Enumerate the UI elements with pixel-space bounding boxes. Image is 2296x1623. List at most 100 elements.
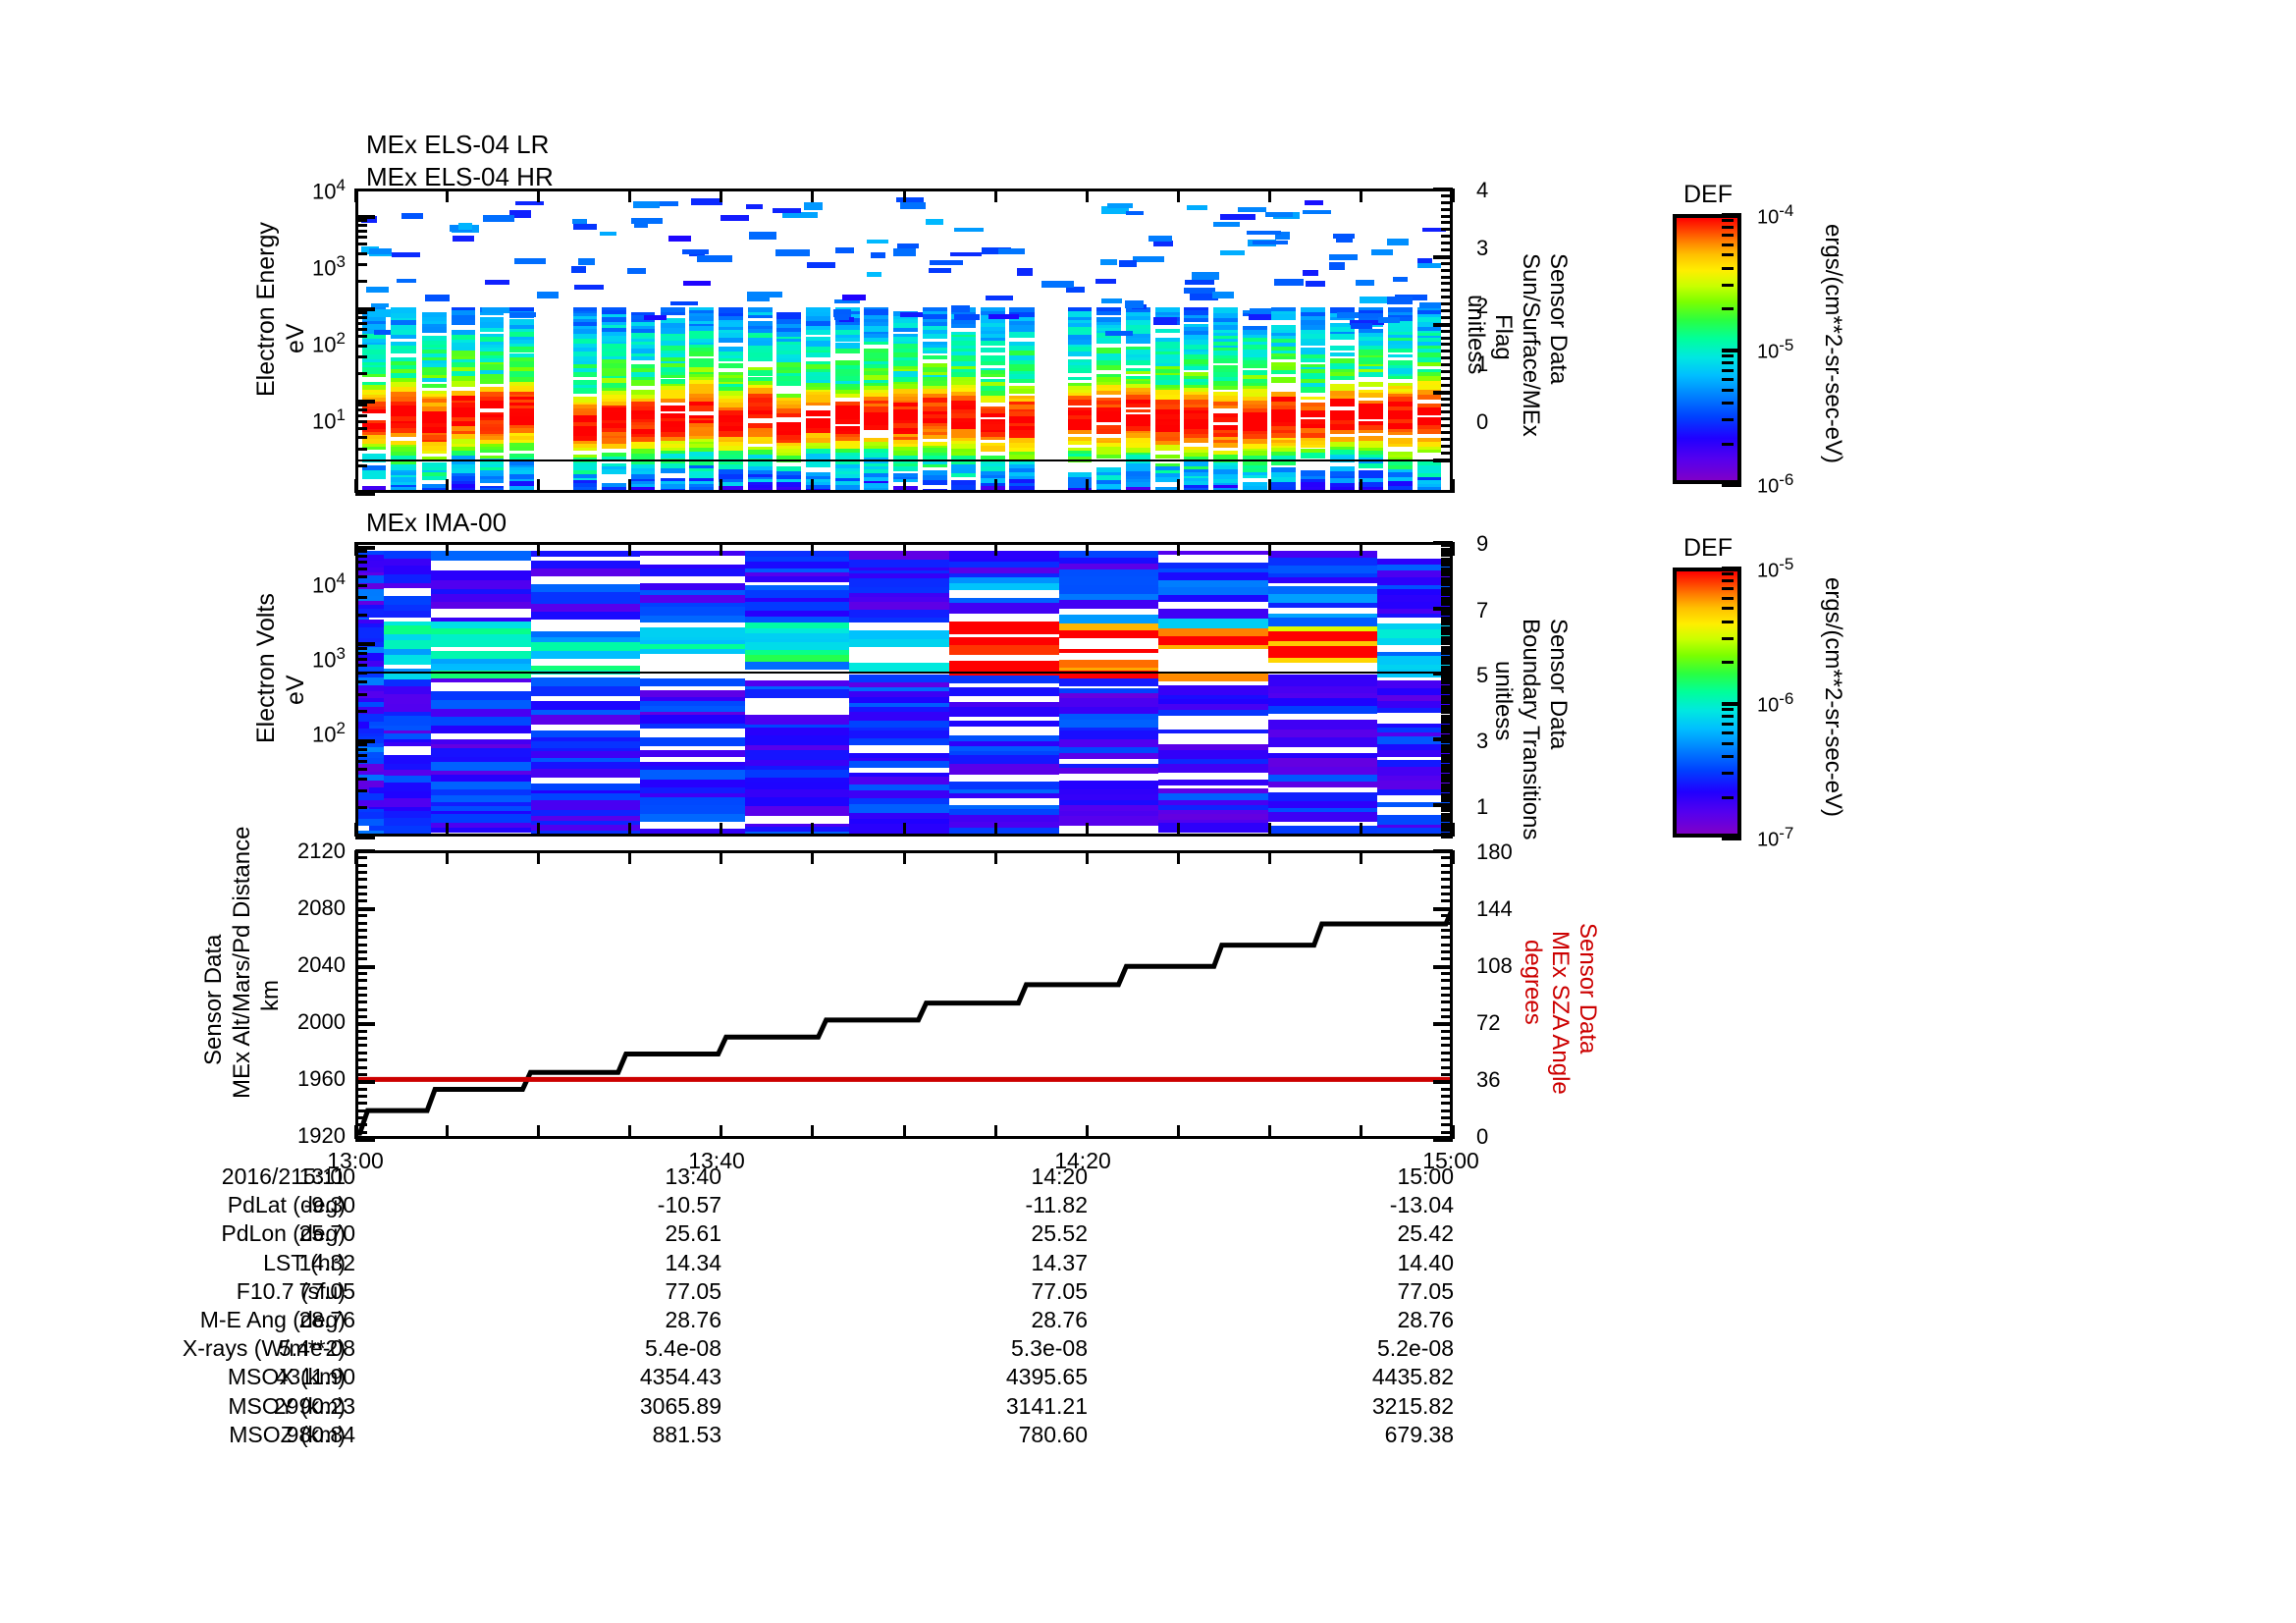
axis-tick (355, 1109, 367, 1112)
spectro-cell (572, 339, 597, 345)
spectro-cell (1100, 298, 1122, 304)
spectro-cell (834, 431, 860, 435)
spectro-cell (369, 790, 432, 799)
spectro-cell (531, 789, 641, 795)
spectro-cell (1126, 403, 1151, 408)
spectro-cell (640, 724, 745, 730)
axis-tick (1722, 378, 1734, 381)
axis-tick (1441, 708, 1453, 711)
spectro-cell (951, 324, 977, 328)
spectro-cell (358, 785, 370, 793)
spectro-cell (1267, 774, 1377, 784)
spectro-cell (431, 667, 532, 672)
spectro-cell (572, 469, 597, 475)
spectro-cell (358, 831, 384, 834)
spectro-cell (369, 573, 432, 585)
spectro-cell (1242, 364, 1267, 369)
spectro-cell (1009, 311, 1035, 318)
spectro-cell (1301, 320, 1326, 327)
axis-tick (1441, 635, 1453, 639)
spectro-cell (892, 476, 918, 480)
spectro-cell (922, 456, 947, 460)
colorbar2-tick-1e-6: 10-6 (1757, 689, 1794, 717)
spectro-cell (1126, 433, 1151, 439)
spectro-cell (1387, 311, 1413, 316)
spectro-cell (922, 426, 947, 430)
spectro-cell (1154, 341, 1180, 345)
spectro-cell (1154, 314, 1180, 319)
spectro-cell (867, 272, 881, 277)
spectro-cell (1184, 307, 1209, 312)
spectro-cell (451, 400, 475, 404)
spectro-cell (1158, 562, 1268, 569)
spectro-cell (602, 468, 627, 475)
spectro-cell (531, 592, 641, 602)
spectro-cell (930, 260, 964, 265)
spectro-cell (602, 336, 627, 343)
spectro-cell (864, 469, 889, 474)
spectro-cell (1067, 344, 1092, 349)
spectro-cell (849, 570, 950, 575)
axis-tick (1177, 850, 1180, 864)
axis-tick (1441, 730, 1453, 734)
spectro-cell (1213, 381, 1239, 387)
axis-tick (355, 885, 367, 889)
spectro-cell (480, 364, 505, 371)
spectro-cell (1301, 449, 1326, 454)
spectro-cell (1058, 677, 1159, 686)
spectro-cell (421, 391, 447, 395)
axis-tick (355, 849, 375, 853)
spectro-cell (980, 406, 1005, 409)
spectro-cell (1376, 601, 1450, 610)
spectro-cell (369, 782, 432, 792)
spectro-cell (1267, 586, 1377, 596)
spectro-cell (807, 261, 836, 269)
spectro-cell (1416, 335, 1441, 340)
spectro-cell (508, 385, 534, 389)
spectro-cell (1096, 437, 1122, 442)
spectro-cell (1271, 338, 1297, 345)
spectro-cell (1184, 475, 1209, 479)
spectro-cell (640, 589, 745, 596)
spectro-cell (849, 690, 950, 698)
spectro-cell (1359, 372, 1384, 378)
spectro-cell (689, 464, 715, 469)
spectro-cell (358, 551, 384, 557)
spectro-cell (949, 808, 1059, 816)
spectro-cell (1359, 414, 1384, 419)
spectro-cell (369, 583, 432, 588)
axis-tick (1441, 733, 1453, 737)
spectro-cell (640, 765, 745, 772)
spectro-cell (361, 381, 386, 387)
spectro-cell (922, 318, 947, 323)
spectro-cell (776, 470, 802, 476)
spectro-cell (951, 371, 977, 378)
axis-tick (355, 1080, 375, 1085)
panel3-right-tick-108: 108 (1476, 953, 1513, 978)
spectro-cell (1306, 280, 1326, 287)
spectro-cell (1271, 325, 1297, 331)
spectro-cell (1242, 417, 1267, 423)
spectro-cell (747, 380, 773, 387)
spectro-cell (834, 365, 860, 370)
spectro-cell (864, 421, 889, 426)
spectro-cell (864, 307, 889, 311)
spectro-cell (718, 431, 743, 438)
spectro-cell (1067, 393, 1092, 397)
spectro-cell (864, 370, 889, 376)
info-cell: 5.3e-08 (1010, 1335, 1088, 1362)
spectro-cell (1359, 354, 1384, 358)
spectro-cell (849, 602, 950, 611)
spectro-cell (1301, 406, 1326, 411)
spectro-cell (776, 486, 802, 490)
axis-tick (1722, 266, 1734, 270)
spectro-cell (951, 449, 977, 453)
spectro-cell (1184, 407, 1209, 411)
spectro-cell (834, 433, 860, 438)
spectro-cell (1387, 337, 1413, 343)
spectro-cell (980, 413, 1005, 418)
axis-tick (1722, 348, 1741, 352)
spectro-cell (1267, 737, 1377, 748)
spectro-cell (951, 429, 977, 436)
axis-tick (355, 1102, 367, 1106)
